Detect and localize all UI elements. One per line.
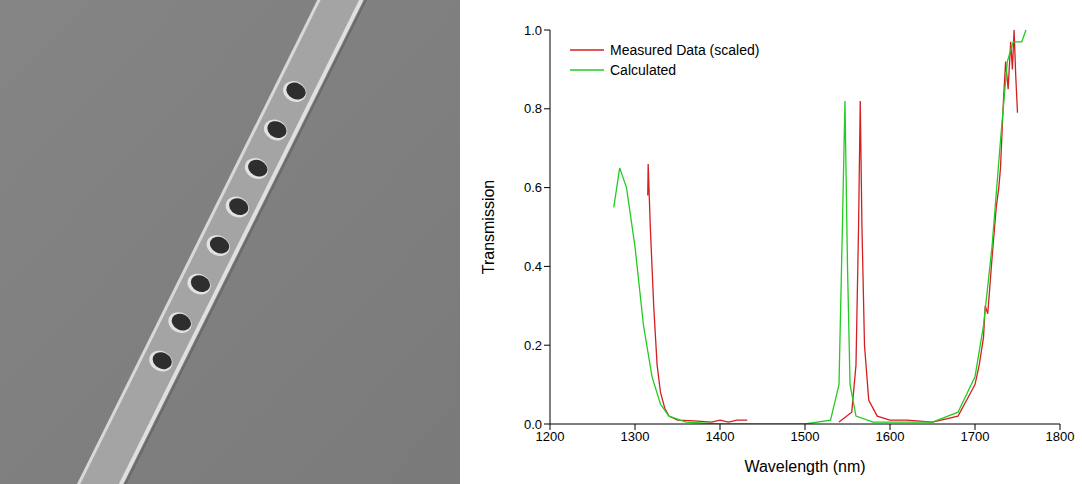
svg-text:Wavelength (nm): Wavelength (nm) [744, 458, 865, 475]
svg-text:1300: 1300 [621, 429, 650, 444]
svg-text:1700: 1700 [961, 429, 990, 444]
svg-text:1800: 1800 [1046, 429, 1075, 444]
svg-text:1.0: 1.0 [524, 23, 542, 38]
svg-text:0.6: 0.6 [524, 180, 542, 195]
svg-text:0.2: 0.2 [524, 338, 542, 353]
html-text:Calculated: Calculated [610, 62, 677, 78]
svg-text:1200: 1200 [535, 429, 565, 445]
svg-text:1600: 1600 [876, 429, 905, 444]
html-text:Measured Data (scaled): Measured Data (scaled) [610, 42, 760, 58]
svg-text:1400: 1400 [706, 429, 735, 444]
svg-text:0.4: 0.4 [524, 259, 542, 274]
svg-text:0.8: 0.8 [524, 101, 542, 116]
svg-text:1500: 1500 [791, 429, 820, 444]
svg-text:0.0: 0.0 [524, 417, 542, 432]
svg-text:Transmission: Transmission [480, 180, 497, 275]
